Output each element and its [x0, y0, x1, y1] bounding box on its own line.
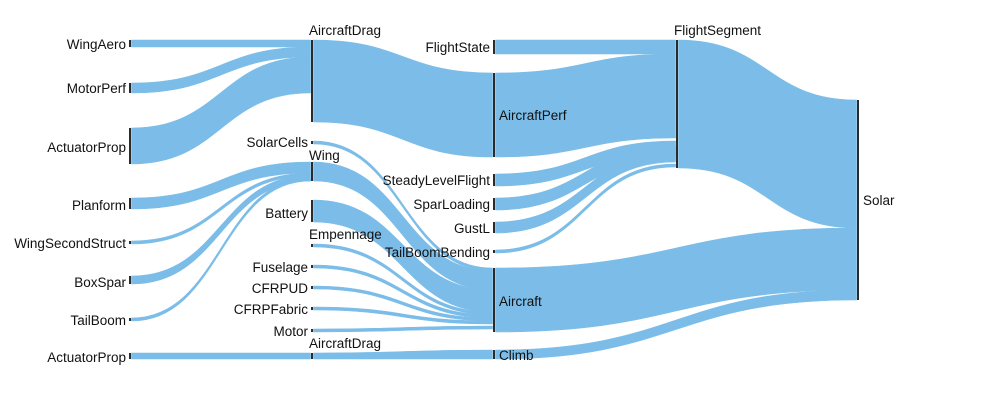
- link-ActuatorProp2-to-AircraftDrag2: [132, 353, 311, 359]
- link-FlightSegment-to-Solar: [679, 40, 857, 228]
- node-bar-TailBoomBending: [493, 250, 495, 253]
- node-bar-ActuatorProp1: [129, 128, 131, 164]
- node-label-FlightSegment: FlightSegment: [674, 23, 761, 38]
- node-bar-Battery: [311, 200, 313, 222]
- node-label-Wing: Wing: [309, 148, 340, 163]
- node-bar-AircraftDrag1: [311, 40, 313, 122]
- node-label-SteadyLevelFlight: SteadyLevelFlight: [383, 173, 491, 188]
- node-label-TailBoom: TailBoom: [70, 313, 126, 328]
- node-bar-FlightState: [493, 40, 495, 54]
- node-bar-Climb: [493, 350, 495, 359]
- node-label-ActuatorProp1: ActuatorProp: [47, 140, 126, 155]
- node-bar-Wing: [311, 162, 313, 181]
- node-label-Aircraft: Aircraft: [499, 294, 542, 309]
- node-label-WingAero: WingAero: [67, 37, 126, 52]
- node-label-ActuatorProp2: ActuatorProp: [47, 350, 126, 365]
- node-label-Motor: Motor: [273, 324, 308, 339]
- node-label-CFRPFabric: CFRPFabric: [234, 302, 309, 317]
- node-label-AircraftPerf: AircraftPerf: [499, 108, 567, 123]
- node-bar-CFRPUD: [311, 286, 313, 289]
- node-bar-Empennage: [311, 244, 313, 247]
- node-label-SolarCells: SolarCells: [246, 135, 308, 150]
- node-bar-CFRPFabric: [311, 307, 313, 310]
- node-label-AircraftDrag2: AircraftDrag: [309, 336, 381, 351]
- node-bar-SteadyLevelFlight: [493, 174, 495, 186]
- node-bar-GustL: [493, 222, 495, 233]
- node-label-SparLoading: SparLoading: [413, 197, 490, 212]
- link-Aircraft-to-Solar: [496, 228, 857, 332]
- node-bar-WingAero: [129, 40, 131, 47]
- node-bar-SolarCells: [311, 141, 313, 144]
- node-bar-TailBoom: [129, 318, 131, 321]
- node-bar-WingSecondStruct: [129, 241, 131, 244]
- node-label-FlightState: FlightState: [425, 40, 490, 55]
- node-label-Empennage: Empennage: [309, 227, 382, 242]
- link-WingAero-to-AircraftDrag1: [132, 40, 311, 47]
- link-AircraftDrag2-to-Climb: [314, 350, 493, 359]
- node-label-Planform: Planform: [72, 198, 126, 213]
- node-label-WingSecondStruct: WingSecondStruct: [14, 236, 126, 251]
- link-AircraftPerf-to-FlightSegment: [496, 54, 676, 157]
- node-label-MotorPerf: MotorPerf: [67, 81, 127, 96]
- node-label-Fuselage: Fuselage: [252, 260, 308, 275]
- node-bar-Fuselage: [311, 265, 313, 268]
- node-label-TailBoomBending: TailBoomBending: [385, 245, 490, 260]
- node-bar-Solar: [857, 100, 859, 300]
- node-bar-Motor: [311, 329, 313, 332]
- link-AircraftDrag1-to-AircraftPerf: [314, 40, 493, 157]
- node-label-BoxSpar: BoxSpar: [74, 275, 126, 290]
- node-label-GustL: GustL: [454, 221, 491, 236]
- node-label-AircraftDrag1: AircraftDrag: [309, 23, 381, 38]
- node-label-CFRPUD: CFRPUD: [252, 281, 308, 296]
- node-bar-SparLoading: [493, 198, 495, 210]
- node-bar-AircraftDrag2: [311, 353, 313, 359]
- node-label-Battery: Battery: [265, 206, 308, 221]
- node-bar-Planform: [129, 198, 131, 209]
- node-bar-AircraftPerf: [493, 73, 495, 157]
- node-bar-MotorPerf: [129, 83, 131, 93]
- node-bar-BoxSpar: [129, 276, 131, 284]
- node-bar-FlightSegment: [676, 40, 678, 168]
- link-Motor-to-Aircraft: [314, 326, 493, 332]
- node-bar-ActuatorProp2: [129, 353, 131, 359]
- node-label-Climb: Climb: [499, 348, 534, 363]
- node-label-Solar: Solar: [863, 193, 895, 208]
- node-bar-Aircraft: [493, 268, 495, 332]
- link-FlightState-to-FlightSegment: [496, 40, 676, 54]
